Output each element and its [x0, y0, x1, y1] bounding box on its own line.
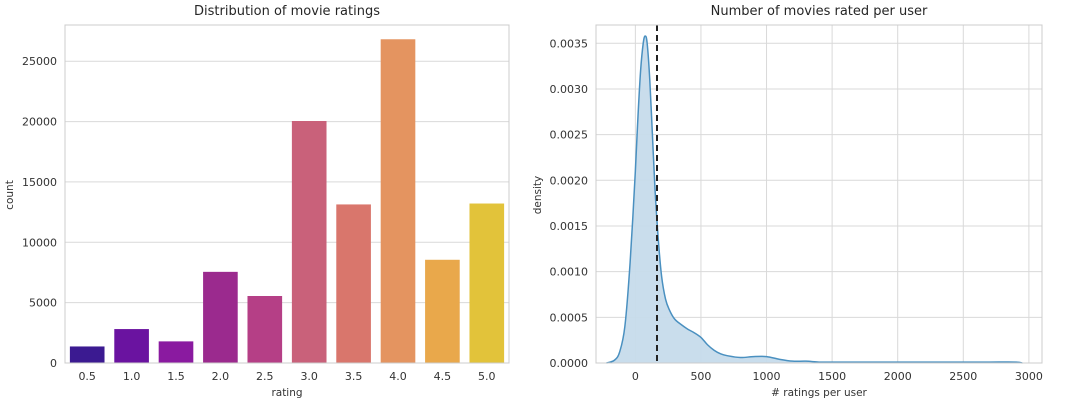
y-tick-label: 15000 [22, 176, 57, 189]
x-tick-label: 1.0 [123, 370, 141, 383]
x-tick-label: 1500 [818, 370, 846, 383]
y-tick-label: 0.0020 [550, 174, 589, 187]
chart-title-per-user: Number of movies rated per user [711, 4, 928, 19]
chart-title-ratings: Distribution of movie ratings [194, 4, 380, 19]
x-tick-label: 5.0 [478, 370, 496, 383]
bar-rating-4.5 [425, 259, 460, 363]
y-tick-label: 0.0005 [550, 311, 589, 324]
bar-rating-5.0 [469, 203, 505, 363]
x-tick-label: 2.0 [212, 370, 230, 383]
bar-rating-1.5 [158, 341, 194, 363]
x-tick-label: 1.5 [167, 370, 185, 383]
y-tick-label: 20000 [22, 116, 57, 129]
y-tick-label: 0.0000 [550, 357, 589, 370]
bar-rating-2.5 [247, 296, 283, 363]
y-tick-label: 0.0035 [550, 37, 589, 50]
bar-rating-2.0 [203, 271, 238, 363]
x-tick-label: 0 [632, 370, 639, 383]
y-tick-label: 25000 [22, 55, 57, 68]
x-tick-label: 3.0 [300, 370, 318, 383]
y-tick-label: 0 [50, 357, 57, 370]
plot-frame-ratings [64, 24, 510, 364]
y-tick-label: 0.0030 [550, 83, 589, 96]
x-tick-label: 500 [690, 370, 711, 383]
bar-rating-4.0 [380, 39, 416, 363]
bar-rating-1.0 [114, 329, 149, 363]
bar-rating-3.0 [291, 121, 327, 363]
x-tick-label: 1000 [753, 370, 781, 383]
x-tick-label: 3.5 [345, 370, 363, 383]
y-axis-label-density: density [532, 176, 544, 215]
ratings-per-user-chart: Number of movies rated per user # rating… [532, 4, 1043, 399]
plot-frame-per-user [595, 24, 1043, 364]
density-area-fill [606, 35, 1023, 364]
y-tick-label: 0.0025 [550, 129, 589, 142]
y-tick-label: 0.0015 [550, 220, 589, 233]
y-tick-label: 0.0010 [550, 266, 589, 279]
y-tick-label: 10000 [22, 236, 57, 249]
bar-rating-0.5 [69, 346, 105, 363]
x-tick-label: 2500 [949, 370, 977, 383]
x-tick-label: 4.0 [389, 370, 407, 383]
x-tick-label: 4.5 [434, 370, 452, 383]
y-tick-label: 5000 [29, 297, 57, 310]
x-tick-label: 0.5 [78, 370, 96, 383]
rating-distribution-chart: Distribution of movie ratings rating cou… [4, 4, 510, 399]
x-axis-label-ratings-per-user: # ratings per user [771, 387, 867, 399]
x-tick-label: 2000 [884, 370, 912, 383]
x-axis-label-rating: rating [271, 387, 302, 399]
x-tick-label: 2.5 [256, 370, 274, 383]
x-tick-label: 3000 [1015, 370, 1043, 383]
density-curve-line [606, 35, 1023, 364]
y-axis-label-count: count [4, 180, 16, 210]
bar-rating-3.5 [336, 204, 371, 363]
